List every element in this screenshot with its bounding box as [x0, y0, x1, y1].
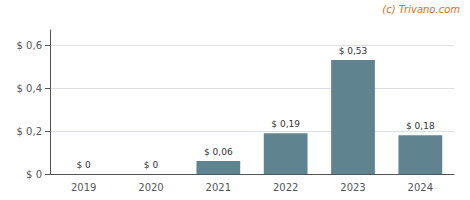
svg-text:2020: 2020: [138, 182, 163, 193]
svg-text:$ 0: $ 0: [26, 169, 42, 180]
svg-text:$ 0,53: $ 0,53: [339, 46, 368, 56]
svg-text:$ 0,2: $ 0,2: [17, 126, 42, 137]
svg-text:2023: 2023: [340, 182, 365, 193]
svg-text:$ 0: $ 0: [144, 160, 159, 170]
svg-text:$ 0,6: $ 0,6: [17, 40, 42, 51]
svg-text:$ 0,18: $ 0,18: [406, 121, 435, 131]
svg-text:$ 0,06: $ 0,06: [204, 147, 233, 157]
svg-text:2024: 2024: [408, 182, 433, 193]
svg-text:2021: 2021: [206, 182, 231, 193]
svg-text:2022: 2022: [273, 182, 298, 193]
svg-text:$ 0: $ 0: [77, 160, 92, 170]
svg-text:(c) Trivano.com: (c) Trivano.com: [382, 4, 460, 15]
svg-text:2019: 2019: [71, 182, 96, 193]
svg-text:$ 0,4: $ 0,4: [17, 83, 42, 94]
svg-text:$ 0,19: $ 0,19: [271, 119, 300, 129]
